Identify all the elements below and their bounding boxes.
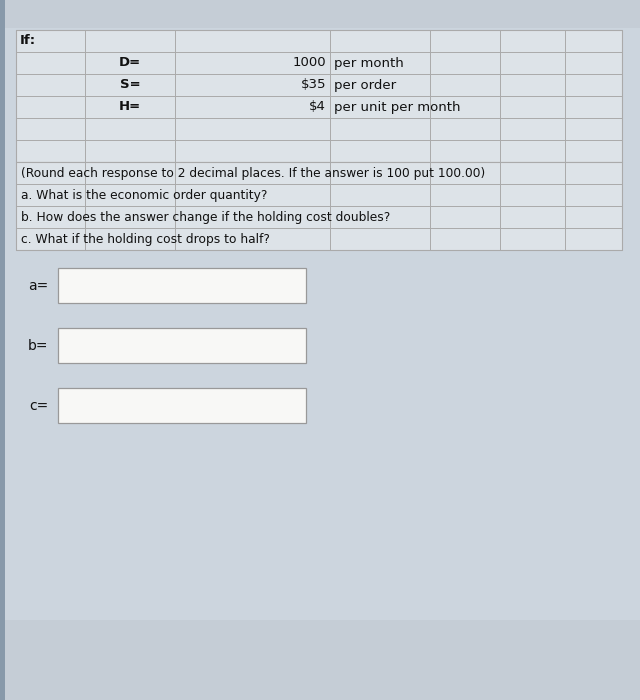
Text: c=: c= <box>29 398 48 412</box>
Text: $4: $4 <box>309 101 326 113</box>
Bar <box>58 268 306 303</box>
Bar <box>16 30 622 162</box>
Text: S=: S= <box>120 78 140 92</box>
Text: H=: H= <box>119 101 141 113</box>
Text: (Round each response to 2 decimal places. If the answer is 100 put 100.00): (Round each response to 2 decimal places… <box>21 167 485 179</box>
Text: c. What if the holding cost drops to half?: c. What if the holding cost drops to hal… <box>21 232 270 246</box>
Text: a. What is the economic order quantity?: a. What is the economic order quantity? <box>21 188 268 202</box>
Text: $35: $35 <box>301 78 326 92</box>
Bar <box>58 328 306 363</box>
Bar <box>0 0 5 700</box>
Text: If:: If: <box>20 34 36 48</box>
Text: b. How does the answer change if the holding cost doubles?: b. How does the answer change if the hol… <box>21 211 390 223</box>
Text: b=: b= <box>28 339 48 353</box>
Bar <box>0 0 640 28</box>
Text: per order: per order <box>334 78 396 92</box>
Text: per unit per month: per unit per month <box>334 101 461 113</box>
Text: D=: D= <box>119 57 141 69</box>
Text: per month: per month <box>334 57 404 69</box>
Bar <box>58 388 306 423</box>
Bar <box>16 162 622 250</box>
Text: 1000: 1000 <box>292 57 326 69</box>
Bar <box>0 620 640 700</box>
Text: a=: a= <box>28 279 48 293</box>
